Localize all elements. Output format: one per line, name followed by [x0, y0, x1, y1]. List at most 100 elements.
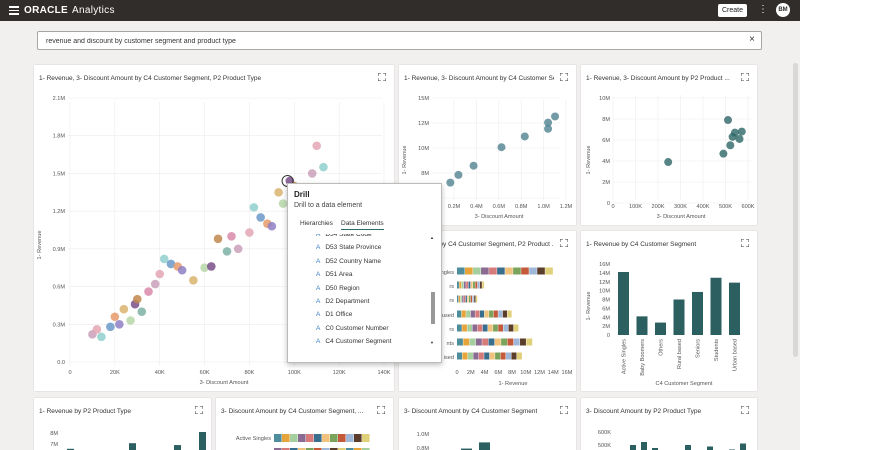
- bar-segment: [346, 448, 354, 450]
- tab-hierarchies[interactable]: Hierarchies: [300, 220, 333, 227]
- bar-segment: [459, 281, 462, 289]
- drill-subtitle: Drill to a data element: [294, 202, 363, 209]
- attribute-icon: A: [316, 311, 321, 319]
- page-scrollbar[interactable]: [793, 63, 798, 357]
- drill-item[interactable]: A D51 Area: [316, 271, 352, 282]
- more-options-icon[interactable]: ⋮: [758, 4, 768, 15]
- bar-segment: [489, 352, 495, 360]
- y-tick-label: 1.5M: [53, 171, 66, 177]
- scatter-point: [737, 127, 746, 136]
- scatter-point: [155, 269, 165, 279]
- bar-segment: [338, 434, 346, 442]
- scroll-thumb[interactable]: [431, 292, 435, 324]
- tile-title: 3- Discount Amount by C4 Customer Segmen…: [221, 408, 364, 415]
- y-tick-label: 1.2M: [53, 209, 66, 215]
- bar-segment: [458, 295, 461, 303]
- drill-item[interactable]: A C4 Customer Segment: [316, 338, 391, 347]
- bar-segment: [521, 267, 529, 275]
- scatter-point: [177, 265, 187, 275]
- user-avatar[interactable]: BM: [776, 3, 790, 17]
- x-tick-label: 8M: [508, 370, 516, 376]
- bar-segment: [494, 338, 501, 346]
- bar-segment: [466, 281, 469, 289]
- tile-discount-by-segment[interactable]: 3- Discount Amount by C4 Customer Segmen…: [399, 398, 576, 450]
- bar-segment: [457, 338, 463, 346]
- bar-segment: [460, 295, 462, 303]
- attribute-icon: A: [316, 298, 321, 305]
- drill-item[interactable]: A D53 State Province: [316, 244, 381, 255]
- drill-item[interactable]: A D50 Region: [316, 285, 360, 296]
- tab-data-elements[interactable]: Data Elements: [341, 220, 384, 230]
- x-tick-label: 400K: [696, 204, 709, 210]
- x-tick-label: 2M: [467, 370, 475, 376]
- bar-segment: [354, 434, 362, 442]
- x-tick-label: 0: [611, 204, 614, 210]
- y-axis-label: 1- Revenue: [402, 146, 408, 175]
- bar-segment: [501, 338, 508, 346]
- bar-chart-discount-segment: 1.0M 0.8M: [417, 432, 490, 450]
- drill-item-label: C4 Customer Segment: [325, 338, 392, 346]
- bar-segment: [505, 267, 513, 275]
- scatter-point: [227, 231, 236, 241]
- bar-segment: [513, 338, 520, 346]
- search-input[interactable]: [46, 35, 736, 47]
- tile-revenue-by-product[interactable]: 1- Revenue by P2 Product Type 8M 7M: [34, 398, 211, 450]
- y-tick-label: 0: [607, 201, 610, 207]
- tile-revenue-discount-product[interactable]: 1- Revenue, 3- Discount Amount by P2 Pro…: [581, 65, 757, 225]
- bar-segment: [306, 434, 314, 442]
- bar: [740, 443, 746, 450]
- drill-item[interactable]: A D2 Department: [316, 298, 369, 309]
- tile-discount-by-product[interactable]: 3- Discount Amount by P2 Product Type 60…: [581, 398, 757, 450]
- clear-search-icon[interactable]: ×: [749, 34, 755, 45]
- scatter-point: [189, 275, 198, 285]
- y-tick-label: 0.8M: [417, 446, 430, 450]
- drill-item-label: D2 Department: [325, 298, 370, 305]
- tile-revenue-by-segment[interactable]: 1- Revenue by C4 Customer Segment 1- Rev…: [581, 231, 757, 391]
- scatter-point: [249, 203, 259, 212]
- attribute-icon: A: [316, 324, 321, 332]
- hamburger-menu-icon[interactable]: [9, 6, 19, 15]
- y-tick-label: 2M: [602, 324, 610, 330]
- scatter-point: [274, 187, 283, 197]
- bar-segment: [322, 434, 330, 442]
- drill-item[interactable]: A C0 Customer Number: [316, 325, 389, 336]
- drill-item[interactable]: A D54 State Code: [316, 234, 372, 242]
- y-tick-label: 0.0: [57, 360, 65, 366]
- bar-segment: [469, 338, 476, 346]
- tile-discount-segment-product[interactable]: 3- Discount Amount by C4 Customer Segmen…: [216, 398, 393, 450]
- scatter-point: [213, 234, 223, 244]
- x-tick-label: 16M: [562, 370, 573, 376]
- bar-segment: [500, 352, 506, 360]
- y-tick-label: 1.8M: [53, 134, 66, 140]
- scroll-down-icon[interactable]: ▼: [430, 340, 434, 345]
- tile-revenue-discount-segment[interactable]: 1- Revenue, 3- Discount Amount by C4 Cus…: [399, 65, 576, 225]
- x-tick-label: 0.8M: [515, 204, 528, 210]
- scroll-up-icon[interactable]: ▲: [430, 235, 434, 240]
- bar: [461, 448, 472, 450]
- bar-segment: [322, 448, 330, 450]
- drill-item[interactable]: A D1 Office: [316, 311, 352, 322]
- bar: [174, 445, 181, 450]
- bar-segment: [473, 267, 481, 275]
- y-tick-label: 0.9M: [53, 247, 66, 253]
- bar-chart-product: 8M 7M: [50, 431, 206, 450]
- x-tick-label: 500K: [719, 204, 732, 210]
- attribute-icon: A: [316, 284, 321, 292]
- x-axis-label: 1- Revenue: [499, 381, 528, 387]
- bar-segment: [482, 324, 488, 332]
- bar-segment: [314, 448, 322, 450]
- create-button[interactable]: Create: [718, 4, 747, 17]
- drill-item-label: D52 Country Name: [325, 257, 381, 265]
- bar-segment: [466, 310, 471, 318]
- drill-list-scrollbar[interactable]: ▲ ▼: [430, 235, 436, 347]
- drill-item[interactable]: A D52 Country Name: [316, 258, 381, 269]
- drill-popup: Drill Drill to a data element Hierarchie…: [287, 183, 442, 363]
- scatter-point: [106, 322, 115, 332]
- drill-item-label: D53 State Province: [325, 244, 382, 252]
- bar-segment: [469, 295, 471, 303]
- scatter-point: [200, 263, 209, 273]
- bar: [685, 445, 691, 450]
- scatter-point: [144, 287, 153, 296]
- y-axis-label: 1- Revenue: [586, 146, 592, 175]
- y-tick-label: 16M: [599, 262, 610, 268]
